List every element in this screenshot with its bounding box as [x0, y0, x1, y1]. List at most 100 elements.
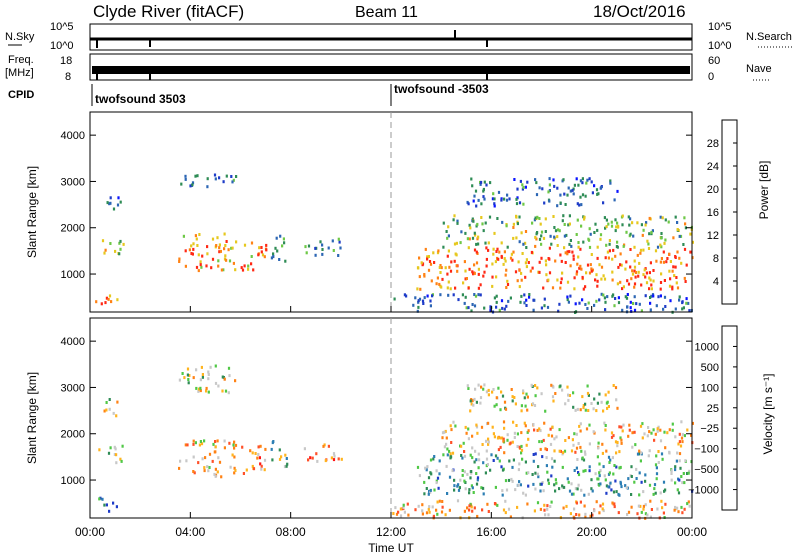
velocity-echo-cell [541, 481, 544, 484]
velocity-echo-cell [618, 425, 621, 429]
power-echo-cell [475, 250, 478, 254]
power-echo-cell [577, 183, 580, 187]
velocity-echo-cell [542, 438, 545, 442]
power-echo-cell [184, 249, 187, 253]
power-echo-cell [491, 275, 494, 279]
power-echo-cell [663, 241, 666, 245]
power-echo-cell [493, 296, 496, 300]
velocity-echo-cell [436, 500, 439, 504]
velocity-echo-cell [546, 470, 549, 474]
velocity-echo-cell [553, 483, 556, 487]
velocity-echo-cell [530, 383, 533, 387]
power-echo-cell [270, 256, 273, 260]
power-echo-cell [283, 241, 286, 245]
velocity-echo-cell [586, 391, 590, 395]
power-echo-cell [578, 301, 581, 305]
velocity-echo-cell [193, 471, 196, 475]
velocity-echo-cell [675, 459, 678, 463]
power-echo-cell [608, 242, 611, 246]
power-echo-cell [596, 256, 599, 260]
power-colorbar-tick-label: 28 [707, 138, 719, 150]
velocity-echo-cell [199, 378, 202, 382]
velocity-echo-cell [562, 506, 565, 510]
velocity-echo-cell [464, 487, 467, 491]
power-echo-cell [566, 280, 570, 284]
power-echo-cell [671, 287, 674, 291]
velocity-echo-cell [607, 455, 611, 459]
power-echo-cell [505, 268, 508, 272]
power-echo-cell [331, 239, 334, 243]
power-echo-cell [440, 285, 443, 289]
velocity-echo-cell [577, 473, 581, 477]
power-echo-cell [122, 242, 125, 246]
velocity-echo-cell [178, 378, 181, 382]
velocity-echo-cell [280, 455, 283, 459]
velocity-echo-cell [197, 389, 200, 393]
power-echo-cell [497, 190, 501, 194]
velocity-echo-cell [471, 456, 474, 460]
power-echo-cell [106, 201, 109, 205]
power-echo-cell [437, 249, 440, 253]
power-echo-cell [211, 257, 215, 261]
velocity-echo-cell [550, 474, 553, 478]
power-echo-cell [578, 266, 581, 270]
velocity-echo-cell [527, 429, 530, 433]
velocity-echo-cell [575, 432, 578, 436]
velocity-echo-cell [607, 390, 610, 394]
velocity-echo-cell [471, 399, 474, 403]
power-echo-cell [567, 223, 570, 227]
velocity-echo-cell [500, 465, 503, 469]
power-echo-cell [534, 216, 537, 220]
velocity-echo-cell [469, 476, 472, 480]
velocity-echo-cell [198, 443, 201, 447]
velocity-echo-cell [402, 506, 405, 510]
power-echo-cell [456, 269, 459, 273]
velocity-echo-cell [285, 464, 288, 468]
power-echo-cell [525, 265, 528, 269]
velocity-echo-cell [192, 455, 195, 459]
velocity-echo-cell [572, 515, 575, 519]
power-echo-cell [650, 230, 653, 234]
power-echo-cell [569, 294, 572, 298]
velocity-echo-cell [446, 447, 449, 451]
velocity-echo-cell [421, 512, 424, 516]
velocity-echo-cell [576, 458, 579, 461]
power-echo-cell [529, 269, 532, 273]
velocity-echo-cell [205, 386, 208, 390]
power-echo-cell [633, 285, 636, 289]
power-echo-cell [485, 183, 488, 187]
power-echo-cell [227, 248, 230, 252]
power-echo-cell [338, 240, 341, 244]
velocity-echo-cell [278, 448, 281, 452]
power-echo-cell [522, 242, 525, 246]
velocity-echo-cell [217, 384, 220, 388]
velocity-echo-cell [113, 453, 116, 456]
velocity-echo-cell [181, 372, 184, 375]
velocity-echo-cell [674, 468, 677, 472]
power-echo-cell [191, 181, 195, 185]
power-echo-cell [614, 297, 617, 300]
power-echo-cell [427, 255, 430, 258]
velocity-echo-cell [534, 384, 537, 387]
velocity-echo-cell [593, 509, 596, 513]
velocity-echo-cell [519, 483, 522, 487]
power-echo-cell [542, 286, 545, 290]
power-echo-cell [657, 295, 660, 299]
power-echo-cell [471, 184, 474, 188]
velocity-echo-cell [207, 390, 210, 394]
velocity-echo-cell [641, 422, 644, 426]
velocity-echo-cell [616, 444, 619, 448]
velocity-xtick-label: 00:00 [677, 525, 707, 539]
velocity-echo-cell [561, 484, 564, 488]
velocity-echo-cell [624, 484, 627, 488]
velocity-echo-cell [115, 414, 118, 418]
power-echo-cell [579, 179, 582, 183]
velocity-echo-cell [441, 505, 444, 509]
power-echo-cell [595, 188, 599, 192]
power-echo-cell [500, 255, 503, 259]
velocity-colorbar-tick-label: −1000 [688, 485, 719, 497]
power-colorbar-tick-label: 4 [713, 276, 719, 288]
power-echo-cell [509, 296, 512, 300]
velocity-echo-cell [597, 446, 600, 450]
